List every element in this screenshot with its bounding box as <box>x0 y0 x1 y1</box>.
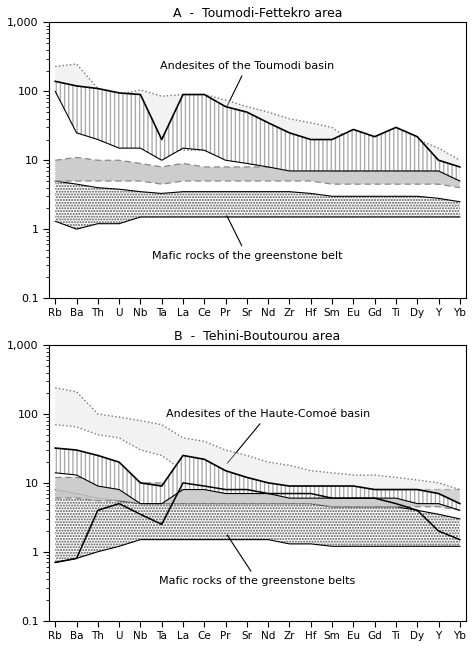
Title: A  -  Toumodi-Fettekro area: A - Toumodi-Fettekro area <box>173 7 342 20</box>
Text: Andesites of the Haute-Comoé basin: Andesites of the Haute-Comoé basin <box>166 409 370 463</box>
Text: Mafic rocks of the greenstone belts: Mafic rocks of the greenstone belts <box>159 535 356 586</box>
Text: Mafic rocks of the greenstone belt: Mafic rocks of the greenstone belt <box>152 216 342 261</box>
Text: Andesites of the Toumodi basin: Andesites of the Toumodi basin <box>160 61 334 107</box>
Title: B  -  Tehini-Boutourou area: B - Tehini-Boutourou area <box>174 330 341 343</box>
